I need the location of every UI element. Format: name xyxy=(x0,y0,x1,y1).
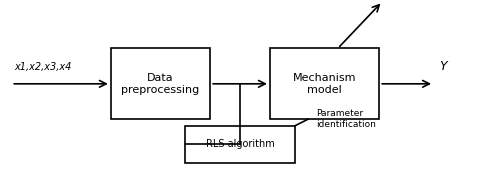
Text: x1,x2,x3,x4: x1,x2,x3,x4 xyxy=(14,62,71,72)
Text: Data
preprocessing: Data preprocessing xyxy=(122,73,200,95)
Text: Mechanism
model: Mechanism model xyxy=(293,73,356,95)
Text: Parameter
identification: Parameter identification xyxy=(316,109,376,129)
Bar xyxy=(111,49,210,119)
Bar xyxy=(186,126,295,163)
Text: Y: Y xyxy=(439,61,446,74)
Text: RLS algorithm: RLS algorithm xyxy=(206,139,274,149)
Bar xyxy=(270,49,380,119)
